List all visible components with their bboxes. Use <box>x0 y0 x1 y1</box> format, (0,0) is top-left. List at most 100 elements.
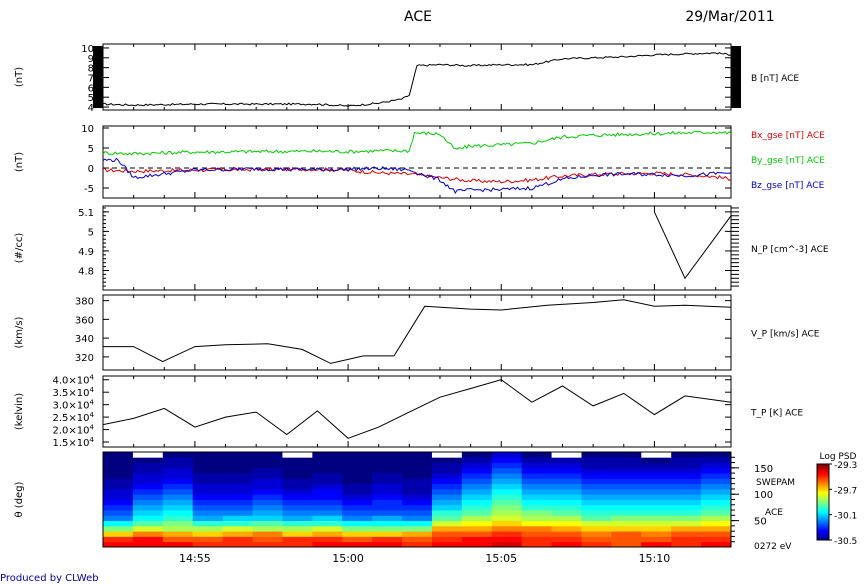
colorbar-step <box>817 527 829 529</box>
colorbar-step <box>817 499 829 502</box>
heatmap-cell <box>342 488 373 495</box>
heatmap-cell <box>222 457 253 463</box>
heatmap-cell <box>132 536 164 543</box>
heatmap-cell <box>581 525 612 532</box>
heatmap-cell <box>132 515 164 522</box>
colorbar-step <box>817 489 829 491</box>
heatmap-cell <box>671 494 702 500</box>
legend-label: V_P [km/s] ACE <box>751 330 820 340</box>
colorbar-step <box>817 524 829 527</box>
heatmap-cell <box>641 483 672 490</box>
heatmap-cell <box>701 515 732 522</box>
heatmap-cell <box>461 494 493 500</box>
heatmap-cell <box>551 541 582 548</box>
y-tick-label: 380 <box>75 297 94 308</box>
heatmap-cell <box>103 536 134 543</box>
y-tick-label: 2.0×104 <box>53 424 95 437</box>
heatmap-cell <box>372 515 403 522</box>
heatmap-cell <box>192 478 224 485</box>
heatmap-cell <box>103 531 134 537</box>
heatmap-cell <box>312 510 343 516</box>
heatmap-cell <box>551 510 582 516</box>
heatmap-cell <box>521 510 552 516</box>
heatmap-cell <box>342 504 373 511</box>
heatmap-cell <box>641 488 672 495</box>
heatmap-cell <box>461 525 493 532</box>
heatmap-cell <box>431 452 463 458</box>
left-quality-bar <box>93 46 103 108</box>
heatmap-cell <box>671 531 702 537</box>
y-tick-label: 10 <box>81 44 94 55</box>
heatmap-cell <box>641 452 672 458</box>
heatmap-cell <box>701 520 732 527</box>
heatmap-cell <box>162 510 194 516</box>
heatmap-cell <box>252 531 283 537</box>
heatmap-cell <box>611 494 642 500</box>
heatmap-cell <box>372 499 403 506</box>
heatmap-cell <box>342 541 373 548</box>
heatmap-cell <box>521 462 552 469</box>
colorbar-step <box>817 518 829 521</box>
heatmap-cell <box>491 531 523 537</box>
colorbar-step <box>817 469 829 471</box>
heatmap-cell <box>132 478 164 485</box>
heatmap-cell <box>222 473 253 479</box>
y-tick-label: 5 <box>88 144 94 155</box>
colorbar-step <box>817 512 829 514</box>
heatmap-cell <box>581 478 612 485</box>
colorbar-step <box>817 510 829 513</box>
series-line <box>102 130 732 156</box>
colorbar-step <box>817 505 829 508</box>
heatmap-cell <box>461 536 493 543</box>
heatmap-cell <box>132 457 164 463</box>
heatmap-cell <box>551 504 582 511</box>
heatmap-cell <box>103 525 134 532</box>
x-tick-label: 15:10 <box>639 552 671 565</box>
heatmap-cell <box>162 515 194 522</box>
heatmap-cell <box>402 525 433 532</box>
series-line <box>102 157 732 195</box>
heatmap-cell <box>551 536 582 543</box>
heatmap-cell <box>461 478 493 485</box>
heatmap-cell <box>491 504 523 511</box>
heatmap-cell <box>282 541 313 548</box>
heatmap-cell <box>521 499 552 506</box>
heatmap-cell <box>611 478 642 485</box>
heatmap-cell <box>611 541 642 548</box>
heatmap-cell <box>222 462 253 469</box>
y-tick-label: 1.5×104 <box>53 436 95 449</box>
heatmap-cell <box>222 536 253 543</box>
colorbar-step <box>817 504 829 507</box>
heatmap-cell <box>521 488 552 495</box>
heatmap-cell <box>581 457 612 463</box>
heatmap-cell <box>701 473 732 479</box>
heatmap-cell <box>312 483 343 490</box>
heatmap-cell <box>431 525 463 532</box>
panel-frame <box>102 294 732 371</box>
heatmap-cell <box>312 457 343 463</box>
heatmap-cell <box>671 520 702 527</box>
heatmap-cell <box>312 525 343 532</box>
heatmap-cell <box>701 531 732 537</box>
heatmap-cell <box>431 536 463 543</box>
heatmap-cell <box>222 483 253 490</box>
heatmap-cell <box>132 462 164 469</box>
colorbar: Log PSD-29.3 -29.7 -30.1 -30.5 <box>816 452 857 547</box>
heatmap-cell <box>402 473 433 479</box>
heatmap-cell <box>192 520 224 527</box>
y-tick-label: 7 <box>88 73 94 84</box>
heatmap-cell <box>252 483 283 490</box>
heatmap-cell <box>431 541 463 548</box>
colorbar-step <box>817 495 829 498</box>
y-tick-label: 3.5×104 <box>53 386 95 399</box>
y-tick-label: 4.9 <box>78 247 94 258</box>
heatmap-cell <box>132 488 164 495</box>
heatmap-cell <box>611 452 642 458</box>
heatmap-cell <box>282 499 313 506</box>
heatmap-cell <box>521 467 552 474</box>
heatmap-cell <box>551 525 582 532</box>
heatmap-cell <box>581 510 612 516</box>
heatmap-cell <box>402 531 433 537</box>
heatmap-cell <box>282 531 313 537</box>
heatmap-cell <box>431 462 463 469</box>
